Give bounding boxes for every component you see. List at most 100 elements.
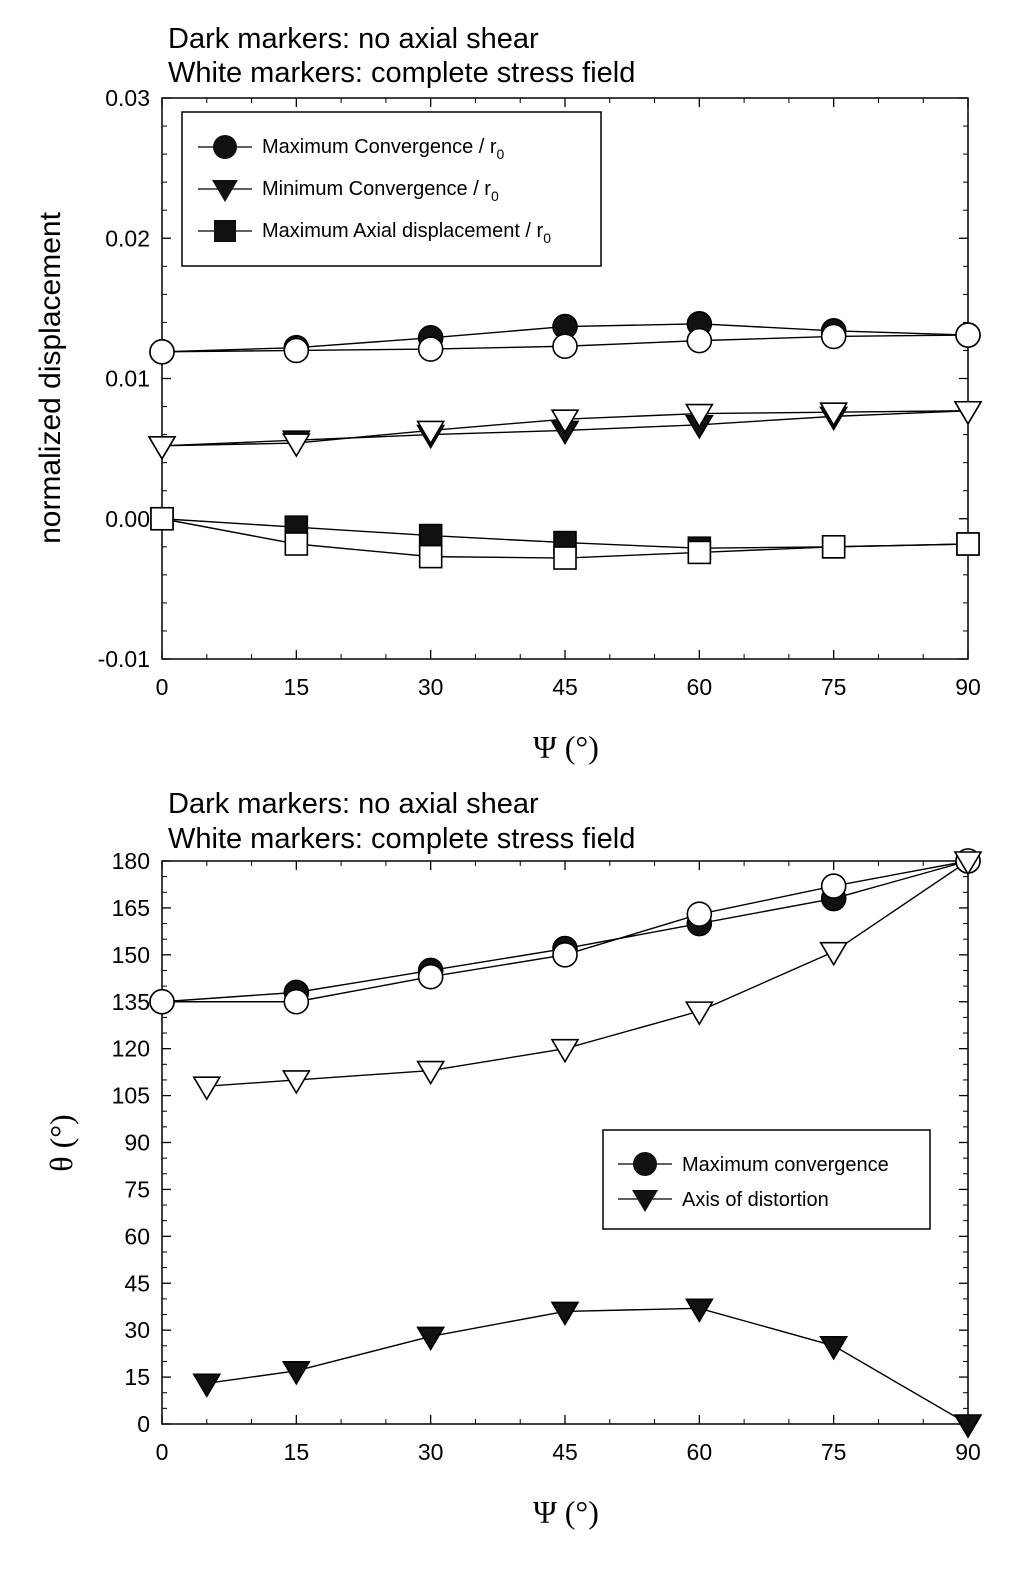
bottom-series-3-point (550, 1038, 580, 1064)
top-series (147, 311, 983, 570)
top-x-axis-label: Ψ (°) (533, 729, 599, 765)
bottom-series-1-point (820, 873, 847, 899)
bottom-legend-marker-distortion (632, 1190, 658, 1212)
top-ytick-label: 0.03 (105, 85, 150, 111)
top-chart: Dark markers: no axial shear White marke… (34, 23, 983, 765)
top-series-1-point (552, 333, 578, 360)
top-ytick-label: 0.01 (105, 366, 150, 392)
bottom-xtick-label: 90 (955, 1439, 981, 1465)
bottom-series-3-point (819, 941, 849, 967)
bottom-series-1-point (686, 901, 713, 927)
top-xtick-label: 0 (156, 674, 169, 700)
bottom-series-1-point (552, 942, 578, 968)
bottom-series-1-line (162, 860, 969, 1003)
top-annotation-white: White markers: complete stress field (168, 57, 635, 89)
bottom-series-1-point (417, 963, 444, 990)
top-legend-marker-axial (214, 220, 236, 242)
bottom-series-0-line (161, 860, 969, 1003)
bottom-series-2-point (953, 1414, 983, 1439)
bottom-ytick-label: 150 (112, 942, 150, 968)
bottom-series-3-line (206, 860, 969, 1087)
bottom-series-2-point (684, 1298, 714, 1323)
bottom-tick-labels: 0 15 30 45 60 75 90 0 15 30 45 60 75 90 105 120 135 150 16… (112, 848, 981, 1465)
top-xtick-label: 60 (687, 674, 713, 700)
top-ticks (161, 97, 969, 660)
top-series-5-point (956, 532, 980, 556)
bottom-series-3-point (192, 1076, 222, 1101)
bottom-series (149, 848, 983, 1439)
bottom-series-1-point (283, 988, 310, 1015)
bottom-ytick-label: 135 (112, 989, 150, 1015)
top-series-3-point (147, 436, 177, 461)
bottom-ytick-label: 75 (124, 1176, 150, 1202)
bottom-series-1-point (149, 988, 175, 1015)
bottom-legend-label-distortion: Axis of distortion (682, 1189, 829, 1211)
top-series-1-point (149, 339, 175, 365)
top-series-3-point (819, 402, 849, 427)
top-xtick-label: 45 (552, 674, 578, 700)
bottom-ytick-label: 90 (124, 1130, 150, 1156)
top-legend-marker-min (212, 180, 238, 202)
top-series-1-point (955, 322, 981, 348)
bottom-chart: Dark markers: no axial shear White marke… (43, 788, 983, 1530)
top-tick-labels: 0 15 30 45 60 75 90 -0.01 0.00 0.01 0.02 0.03 (98, 85, 981, 700)
bottom-ytick-label: 120 (112, 1036, 150, 1062)
bottom-xtick-label: 75 (821, 1439, 847, 1465)
top-annotation-dark: Dark markers: no axial shear (168, 23, 539, 55)
top-series-3-point (550, 409, 580, 434)
bottom-ytick-label: 180 (112, 848, 150, 874)
top-legend-label-max: Maximum Convergence / r0 (262, 136, 505, 162)
top-xtick-label: 15 (284, 674, 310, 700)
bottom-ytick-label: 0 (137, 1411, 150, 1437)
top-series-5-point (284, 532, 309, 556)
top-legend-marker-max (213, 135, 237, 159)
top-series-1-point (820, 323, 847, 350)
top-series-4-point (418, 523, 443, 548)
bottom-legend-box (602, 1129, 931, 1230)
top-series-5-point (821, 534, 846, 559)
bottom-series-2-line (206, 1307, 969, 1425)
bottom-annotation-dark: Dark markers: no axial shear (168, 788, 539, 820)
bottom-series-3-point (281, 1070, 311, 1095)
bottom-ytick-label: 60 (124, 1223, 150, 1249)
top-series-3-point (281, 433, 311, 458)
bottom-series-3-point (953, 851, 983, 876)
bottom-ticks (161, 860, 969, 1425)
bottom-series-2-point (281, 1361, 311, 1386)
bottom-series-2-point (819, 1336, 849, 1361)
bottom-xtick-label: 45 (552, 1439, 578, 1465)
bottom-legend: Maximum convergence Axis of distortion (602, 1129, 931, 1230)
bottom-xtick-label: 0 (156, 1439, 169, 1465)
bottom-x-axis-label: Ψ (°) (533, 1494, 599, 1530)
bottom-series-2-point (192, 1373, 222, 1398)
top-series-1-point (283, 337, 310, 364)
bottom-ytick-label: 105 (112, 1083, 150, 1109)
top-series-3-point (684, 403, 714, 429)
bottom-legend-label-maxconv: Maximum convergence (682, 1154, 889, 1176)
bottom-series-3-point (416, 1060, 446, 1086)
top-legend: Maximum Convergence / r0 Minimum Converg… (181, 111, 602, 267)
bottom-xtick-label: 30 (418, 1439, 444, 1465)
bottom-series-2-point (550, 1301, 580, 1326)
top-series-5-point (553, 546, 577, 570)
top-series-1-point (686, 327, 713, 354)
top-series-5-point (150, 506, 174, 531)
bottom-series-3-point (684, 1001, 714, 1026)
top-xtick-label: 30 (418, 674, 444, 700)
top-legend-label-min: Minimum Convergence / r0 (262, 178, 499, 204)
bottom-ytick-label: 45 (124, 1270, 150, 1296)
bottom-ytick-label: 15 (124, 1364, 150, 1390)
bottom-xtick-label: 15 (284, 1439, 310, 1465)
top-ytick-label: 0.00 (105, 506, 150, 532)
bottom-annotation-white: White markers: complete stress field (168, 823, 635, 855)
top-ytick-label: 0.02 (105, 225, 150, 251)
top-series-5-point (687, 540, 712, 565)
bottom-ytick-label: 165 (112, 895, 150, 921)
bottom-y-axis-label: θ (°) (43, 1114, 79, 1171)
top-xtick-label: 75 (821, 674, 847, 700)
top-series-5-point (418, 544, 443, 569)
top-series-1-point (417, 336, 444, 362)
bottom-legend-marker-maxconv (633, 1152, 657, 1176)
top-xtick-label: 90 (955, 674, 981, 700)
